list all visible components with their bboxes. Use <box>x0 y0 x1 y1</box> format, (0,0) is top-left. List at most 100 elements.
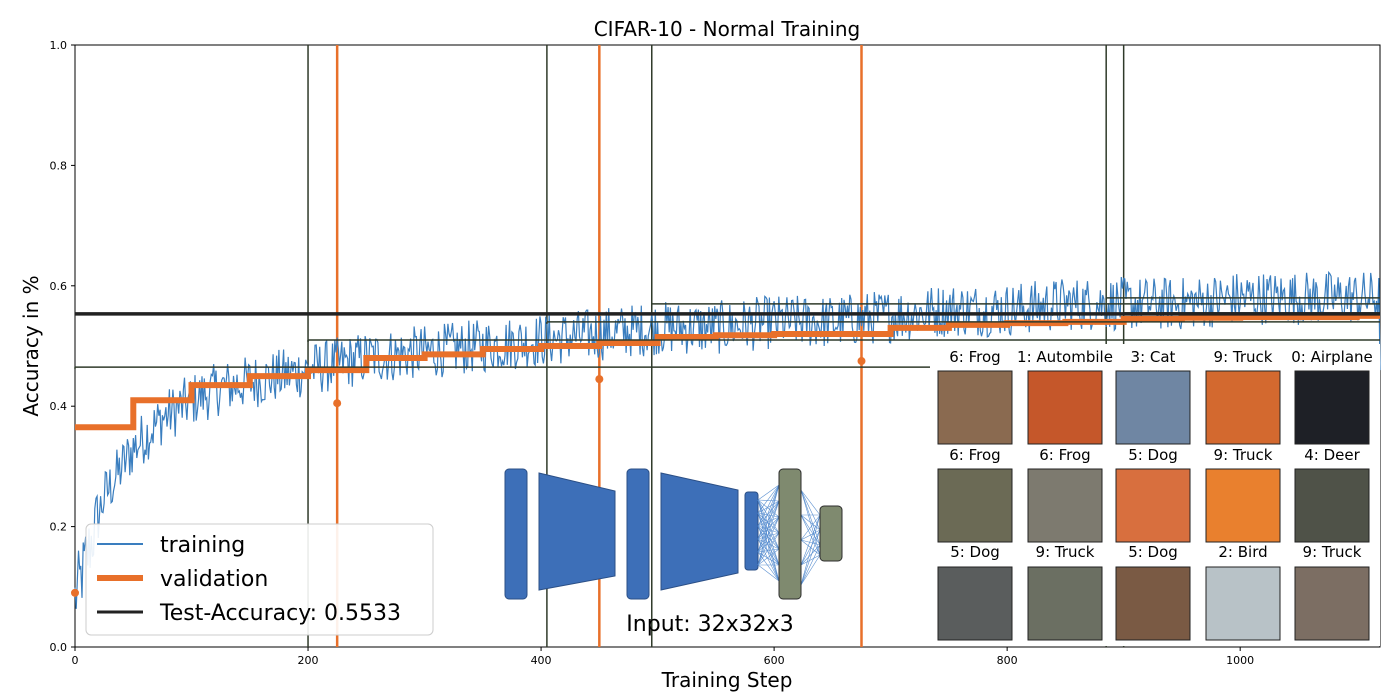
connection-line <box>757 564 780 582</box>
legend: training validation Test-Accuracy: 0.553… <box>85 523 434 636</box>
x-tick-label: 1000 <box>1226 654 1254 667</box>
x-tick-label: 200 <box>298 654 319 667</box>
sample-label: 9: Truck <box>1214 348 1273 366</box>
legend-label-training: training <box>160 533 245 558</box>
connection-line <box>800 539 821 546</box>
sample-image <box>1205 370 1281 445</box>
x-tick-label: 600 <box>764 654 785 667</box>
sample-image <box>1205 468 1281 543</box>
validation-marker <box>71 588 79 597</box>
connection-line <box>800 529 821 541</box>
connection-line <box>757 484 780 566</box>
dense-layer-1 <box>778 468 802 600</box>
validation-markers <box>71 357 866 597</box>
x-axis-title: Training Step <box>661 668 793 692</box>
connection-line <box>757 516 780 540</box>
validation-marker <box>333 399 342 408</box>
output-layer <box>819 505 843 562</box>
y-tick-label: 0.8 <box>50 159 68 172</box>
legend-label-validation: validation <box>160 567 268 592</box>
validation-line <box>75 312 1380 431</box>
validation-marker <box>857 357 866 366</box>
x-tick-label: 0 <box>72 654 79 667</box>
sample-image <box>1027 566 1103 641</box>
sample-label: 3: Cat <box>1131 348 1176 366</box>
sample-label: 6: Frog <box>949 446 1000 464</box>
connection-line <box>757 525 780 534</box>
y-ticks: 0.0 0.2 0.4 0.6 0.8 1.0 <box>50 39 75 654</box>
connection-line <box>800 514 821 541</box>
sample-image <box>1294 370 1370 445</box>
sample-image <box>937 370 1013 445</box>
connection-line <box>800 514 821 566</box>
connection-line <box>757 484 780 514</box>
connection-line <box>757 500 780 514</box>
connection-line <box>800 554 821 586</box>
network-diagram: Input: 32x32x3 <box>504 468 843 637</box>
sample-image <box>1027 370 1103 445</box>
connection-line <box>757 499 780 502</box>
series-layer <box>74 270 1381 609</box>
y-tick-label: 0.6 <box>50 280 68 293</box>
pool-trapezoid-1 <box>538 472 616 591</box>
connection-line <box>757 500 780 540</box>
sample-label: 9: Truck <box>1036 543 1095 561</box>
connection-line <box>757 516 780 527</box>
connection-line <box>757 484 780 527</box>
connection-line <box>757 484 780 540</box>
y-axis-title: Accuracy in % <box>19 275 43 416</box>
test-accuracy-lines <box>74 297 1380 370</box>
connection-line <box>757 512 780 518</box>
chart-title: CIFAR-10 - Normal Training <box>594 17 861 41</box>
sample-label: 6: Frog <box>949 348 1000 366</box>
sample-image <box>1027 468 1103 543</box>
connection-line <box>757 532 780 553</box>
connection-line <box>757 500 780 527</box>
connection-line <box>757 516 780 566</box>
sample-label: 9: Truck <box>1214 446 1273 464</box>
sample-label: 4: Deer <box>1304 446 1360 464</box>
connection-line <box>757 499 780 518</box>
sample-label: 5: Dog <box>1128 543 1178 561</box>
input-label: Input: 32x32x3 <box>626 612 793 637</box>
connection-line <box>800 514 821 586</box>
y-tick-label: 1.0 <box>50 39 68 52</box>
y-tick-label: 0.0 <box>50 641 68 654</box>
sample-label: 0: Airplane <box>1291 348 1373 366</box>
connection-line <box>757 548 780 566</box>
sample-label: 5: Dog <box>950 543 1000 561</box>
legend-box <box>85 523 434 636</box>
sample-image <box>1115 566 1191 641</box>
legend-label-test-accuracy: Test-Accuracy: 0.5533 <box>159 601 401 626</box>
sample-image <box>1294 566 1370 641</box>
sample-image <box>1294 468 1370 543</box>
connection-line <box>757 500 780 553</box>
sample-images-panel: 6: Frog 1: Autombile 3: Cat 9: Truck 0: Airp… <box>930 344 1380 646</box>
connection-line <box>757 500 780 566</box>
connection-line <box>800 529 821 566</box>
connection-line <box>800 544 821 566</box>
validation-marker <box>595 375 604 384</box>
sample-image <box>937 468 1013 543</box>
x-ticks: 0 200 400 600 800 1000 <box>72 647 1254 667</box>
sample-image <box>1205 566 1281 641</box>
sample-label: 6: Frog <box>1039 446 1090 464</box>
connection-line <box>757 512 780 534</box>
conv-block-3 <box>744 491 759 571</box>
sample-label: 1: Autombile <box>1017 348 1113 366</box>
pool-trapezoid-2 <box>660 472 739 591</box>
dense-connections <box>757 484 821 586</box>
connection-line <box>757 484 780 501</box>
conv-block-2 <box>626 468 650 600</box>
connection-line <box>800 489 821 516</box>
x-tick-label: 400 <box>531 654 552 667</box>
training-line <box>74 270 1381 609</box>
connection-line <box>757 484 780 553</box>
conv-block-1 <box>504 468 528 600</box>
sample-label: 2: Bird <box>1218 543 1267 561</box>
connection-line <box>757 516 780 553</box>
connection-line <box>800 554 821 566</box>
sample-label: 5: Dog <box>1128 446 1178 464</box>
y-tick-label: 0.4 <box>50 400 68 413</box>
